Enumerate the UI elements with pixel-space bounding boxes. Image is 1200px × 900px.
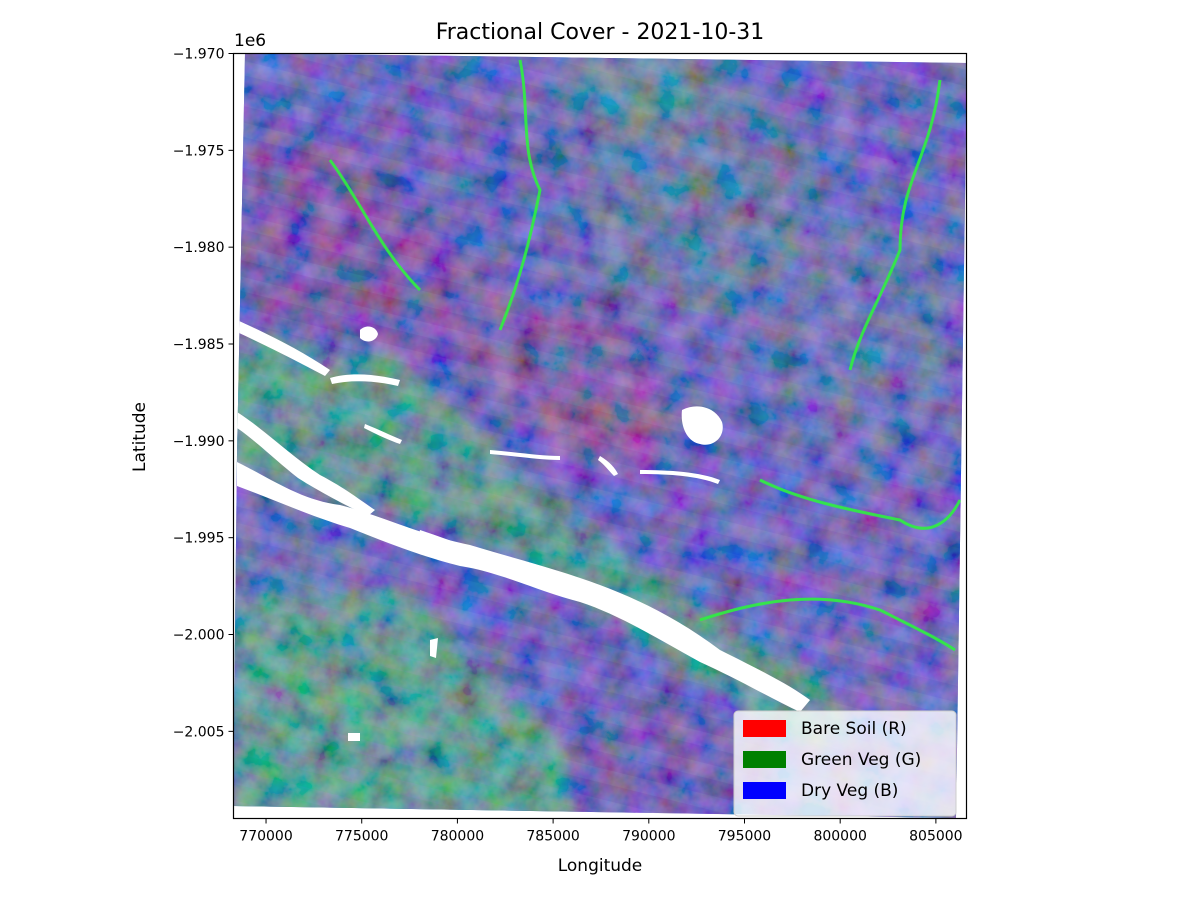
x-tick-label: 805000 bbox=[909, 829, 962, 845]
legend: Bare Soil (R) Green Veg (G) Dry Veg (B) bbox=[734, 711, 956, 816]
y-tick-label: −1.970 bbox=[173, 47, 225, 63]
chart-title: Fractional Cover - 2021-10-31 bbox=[436, 20, 765, 45]
legend-label: Green Veg (G) bbox=[801, 750, 921, 770]
y-tick-label: −2.000 bbox=[173, 628, 225, 644]
fractional-cover-image bbox=[210, 45, 970, 819]
x-tick-label: 775000 bbox=[335, 829, 388, 845]
y-tick-label: −1.995 bbox=[173, 531, 225, 547]
legend-swatch bbox=[743, 720, 786, 737]
legend-swatch bbox=[743, 751, 786, 768]
y-tick-label: −1.985 bbox=[173, 337, 225, 353]
x-tick-label: 800000 bbox=[813, 829, 866, 845]
x-tick-label: 795000 bbox=[718, 829, 771, 845]
legend-label: Bare Soil (R) bbox=[801, 719, 907, 739]
x-tick-label: 770000 bbox=[239, 829, 292, 845]
y-axis: −1.970 −1.975 −1.980 −1.985 −1.990 −1.995 −2.0… bbox=[173, 47, 234, 741]
x-axis: 770000 775000 780000 785000 790000 795000 8000… bbox=[239, 819, 962, 845]
x-tick-label: 790000 bbox=[622, 829, 675, 845]
y-tick-label: −1.990 bbox=[173, 434, 225, 450]
legend-label: Dry Veg (B) bbox=[801, 781, 898, 801]
y-offset-label: 1e6 bbox=[234, 31, 266, 51]
y-tick-label: −1.980 bbox=[173, 240, 225, 256]
y-tick-label: −2.005 bbox=[173, 724, 225, 740]
texture bbox=[233, 53, 967, 819]
x-tick-label: 780000 bbox=[431, 829, 484, 845]
x-axis-label: Longitude bbox=[558, 856, 643, 876]
legend-swatch bbox=[743, 782, 786, 799]
x-tick-label: 785000 bbox=[526, 829, 579, 845]
y-axis-label: Latitude bbox=[130, 402, 150, 472]
y-tick-label: −1.975 bbox=[173, 143, 225, 159]
